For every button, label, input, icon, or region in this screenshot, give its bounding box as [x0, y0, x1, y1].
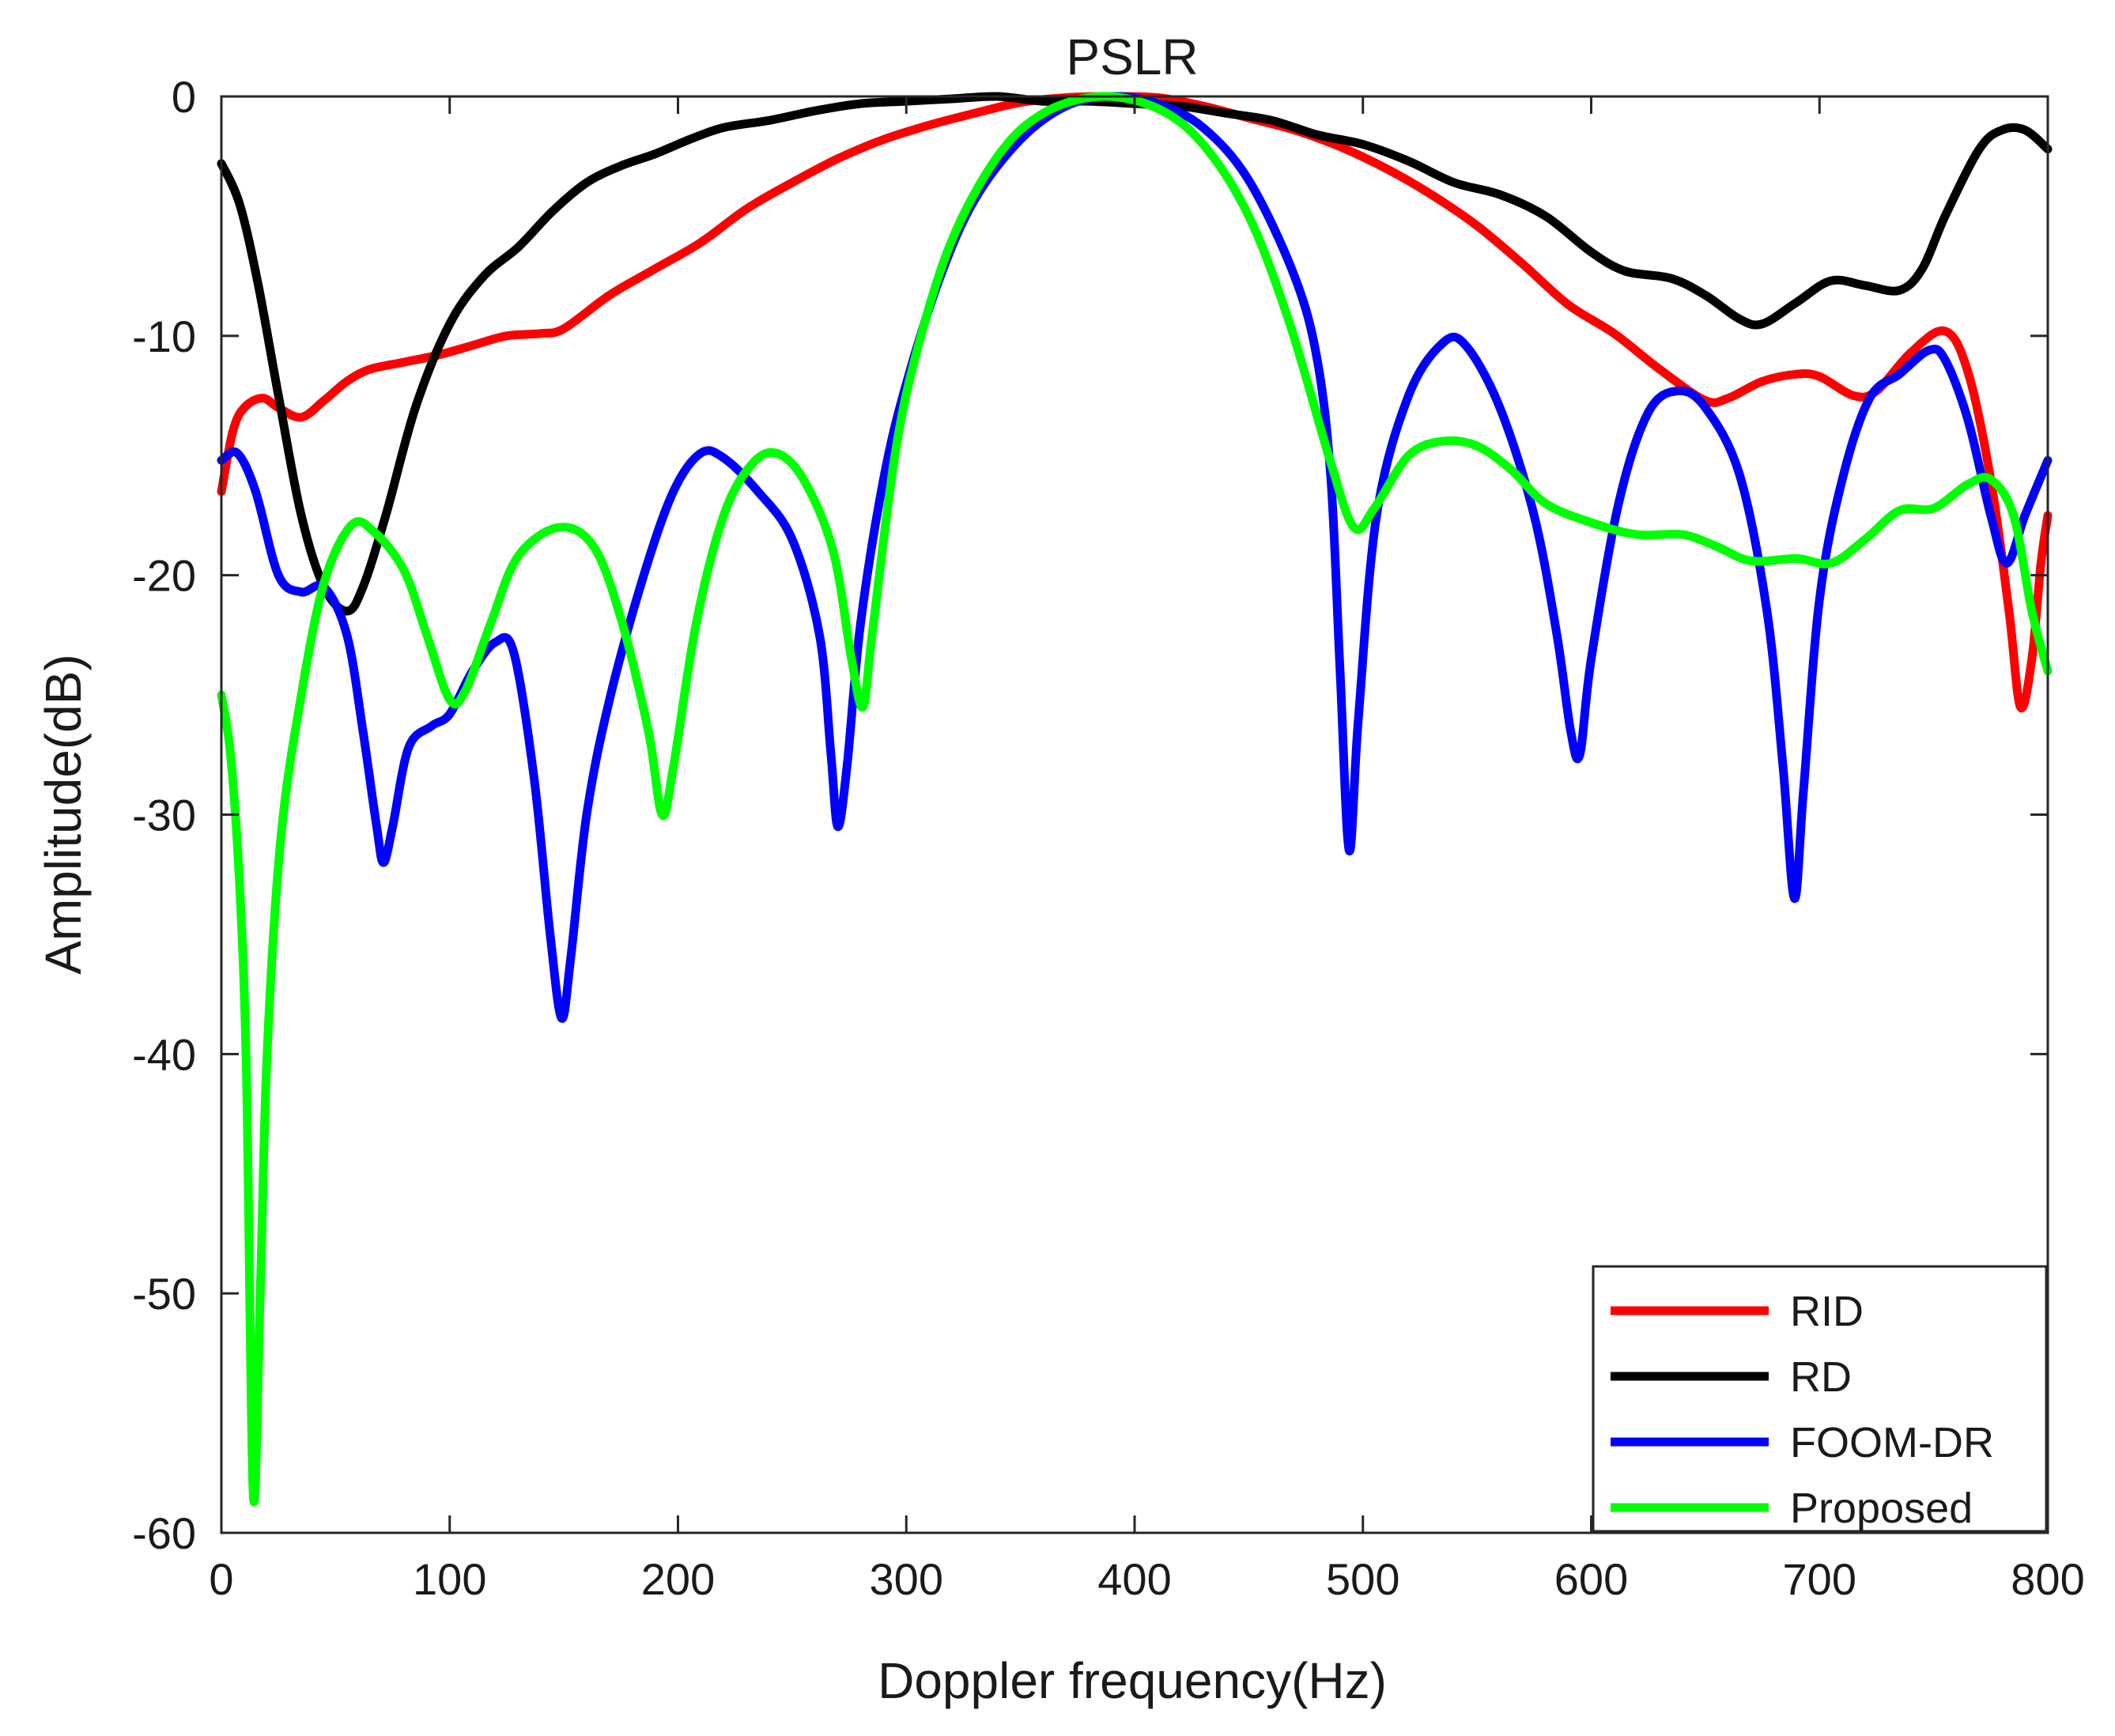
chart-title: PSLR [1066, 28, 1198, 85]
y-axis-label: Amplitude(dB) [35, 654, 92, 975]
x-tick-label: 500 [1326, 1554, 1399, 1604]
y-tick-label: -50 [132, 1269, 196, 1319]
legend-label-rd: RD [1790, 1353, 1852, 1401]
y-tick-label: -30 [132, 791, 196, 840]
x-tick-label: 700 [1783, 1554, 1856, 1604]
series-line-proposed [217, 92, 2053, 1507]
legend-label-rid: RID [1790, 1288, 1864, 1335]
series-line-rd [217, 92, 2053, 616]
x-tick-label: 400 [1097, 1554, 1171, 1604]
y-tick-label: -20 [132, 551, 196, 601]
legend-label-foom-dr: FOOM-DR [1790, 1419, 1994, 1466]
legend-label-proposed: Proposed [1790, 1485, 1973, 1532]
x-axis-label: Doppler frequency(Hz) [878, 1652, 1387, 1709]
series-layer [217, 92, 2053, 1507]
x-tick-label: 300 [870, 1554, 943, 1604]
series-line-foom-dr [217, 92, 2053, 1023]
legend: RID RD FOOM-DR Proposed [1592, 1265, 2048, 1533]
legend-entries: RID RD FOOM-DR Proposed [1611, 1288, 1994, 1532]
x-tick-label: 0 [209, 1554, 233, 1604]
y-tick-label: 0 [172, 72, 196, 122]
tick-layer: 0 100 200 300 400 500 600 700 800 0 -10 -20 -30 -40 -5… [132, 72, 2085, 1604]
x-tick-label: 200 [641, 1554, 715, 1604]
y-tick-label: -40 [132, 1029, 196, 1079]
x-tick-label: 600 [1554, 1554, 1628, 1604]
y-tick-label: -10 [132, 311, 196, 361]
x-tick-label: 100 [413, 1554, 486, 1604]
x-tick-label: 800 [2011, 1554, 2084, 1604]
y-tick-label: -60 [132, 1508, 196, 1558]
